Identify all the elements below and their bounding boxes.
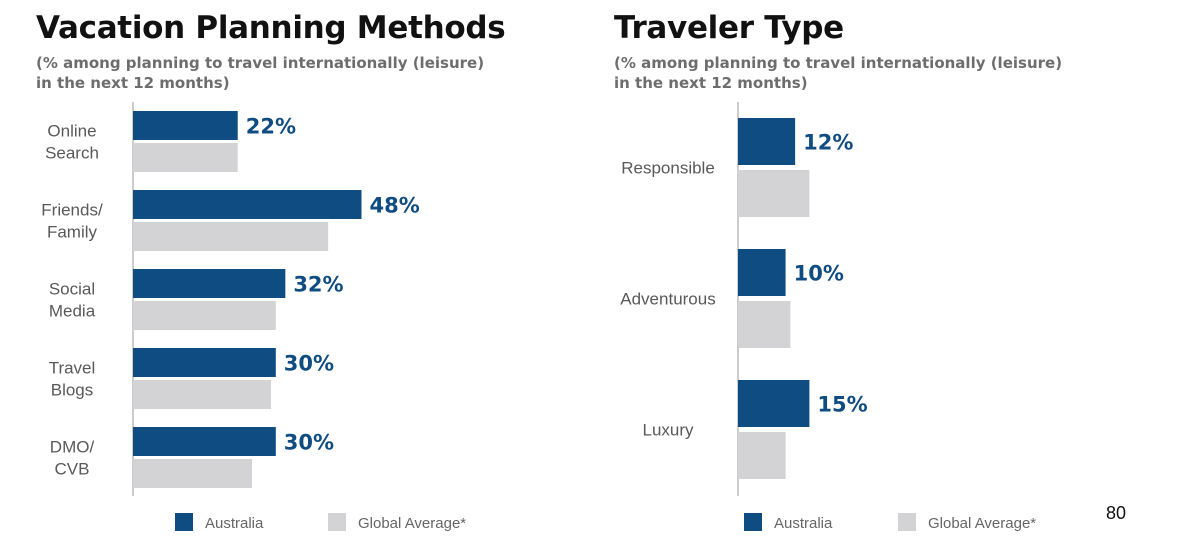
- data-label: 32%: [293, 273, 343, 297]
- bar-australia: [738, 118, 796, 165]
- legend-swatch-global-average: [328, 513, 346, 531]
- subtitle-line: in the next 12 months): [36, 74, 230, 92]
- legend-label-global-average: Global Average*: [928, 515, 1036, 532]
- bar-global-average: [133, 222, 329, 251]
- category-label: CVB: [55, 460, 90, 479]
- page-number: 80: [1106, 503, 1127, 523]
- chart-title: Traveler Type: [614, 10, 844, 46]
- category-label: Blogs: [51, 381, 94, 400]
- bar-australia: [133, 269, 286, 298]
- traveler-type-chart: Traveler Type (% among planning to trave…: [614, 0, 1174, 546]
- bar-australia: [738, 249, 786, 296]
- bar-global-average: [738, 301, 791, 348]
- subtitle-line: (% among planning to travel internationa…: [36, 54, 485, 72]
- vacation-planning-chart: Vacation Planning Methods (% among plann…: [36, 0, 596, 546]
- category-label: Travel: [49, 359, 96, 378]
- legend-swatch-australia: [744, 513, 762, 531]
- data-label: 30%: [284, 431, 334, 455]
- bar-australia: [133, 111, 238, 140]
- category-label: Luxury: [642, 421, 694, 440]
- bar-global-average: [133, 459, 252, 488]
- category-label: Media: [49, 302, 96, 321]
- category-label: DMO/: [50, 438, 95, 457]
- category-label: Adventurous: [620, 290, 715, 309]
- data-label: 30%: [284, 352, 334, 376]
- data-label: 22%: [246, 115, 296, 139]
- category-label: Friends/: [41, 201, 103, 220]
- bar-global-average: [133, 143, 238, 172]
- bar-australia: [133, 190, 362, 219]
- subtitle-line: (% among planning to travel internationa…: [614, 54, 1063, 72]
- legend-swatch-australia: [175, 513, 193, 531]
- chart-subtitle: (% among planning to travel internationa…: [614, 53, 1134, 93]
- bar-global-average: [738, 432, 786, 479]
- chart-title: Vacation Planning Methods: [36, 10, 506, 46]
- data-label: 10%: [794, 262, 844, 286]
- category-label: Search: [45, 144, 99, 163]
- chart-plot: 22% Online Search 48% Friends/Family 32% Socia…: [41, 102, 466, 532]
- legend-label-global-average: Global Average*: [358, 515, 466, 532]
- chart-subtitle: (% among planning to travel internationa…: [36, 53, 556, 93]
- bar-global-average: [133, 380, 272, 409]
- category-label: Responsible: [621, 159, 715, 178]
- chart-plot: 12% Responsible 10% Adventurous 15% Luxury Aus…: [620, 102, 1036, 532]
- bar-global-average: [133, 301, 276, 330]
- category-label: Family: [47, 223, 98, 242]
- legend-label-australia: Australia: [774, 515, 833, 532]
- data-label: 12%: [803, 131, 853, 155]
- legend-swatch-global-average: [898, 513, 916, 531]
- data-label: 48%: [369, 194, 419, 218]
- legend-label-australia: Australia: [205, 515, 264, 532]
- category-label: Social: [49, 280, 95, 299]
- bar-australia: [738, 380, 810, 427]
- subtitle-line: in the next 12 months): [614, 74, 808, 92]
- bar-australia: [133, 348, 276, 377]
- bar-australia: [133, 427, 276, 456]
- bar-global-average: [738, 170, 810, 217]
- data-label: 15%: [817, 393, 867, 417]
- category-label: Online: [47, 122, 96, 141]
